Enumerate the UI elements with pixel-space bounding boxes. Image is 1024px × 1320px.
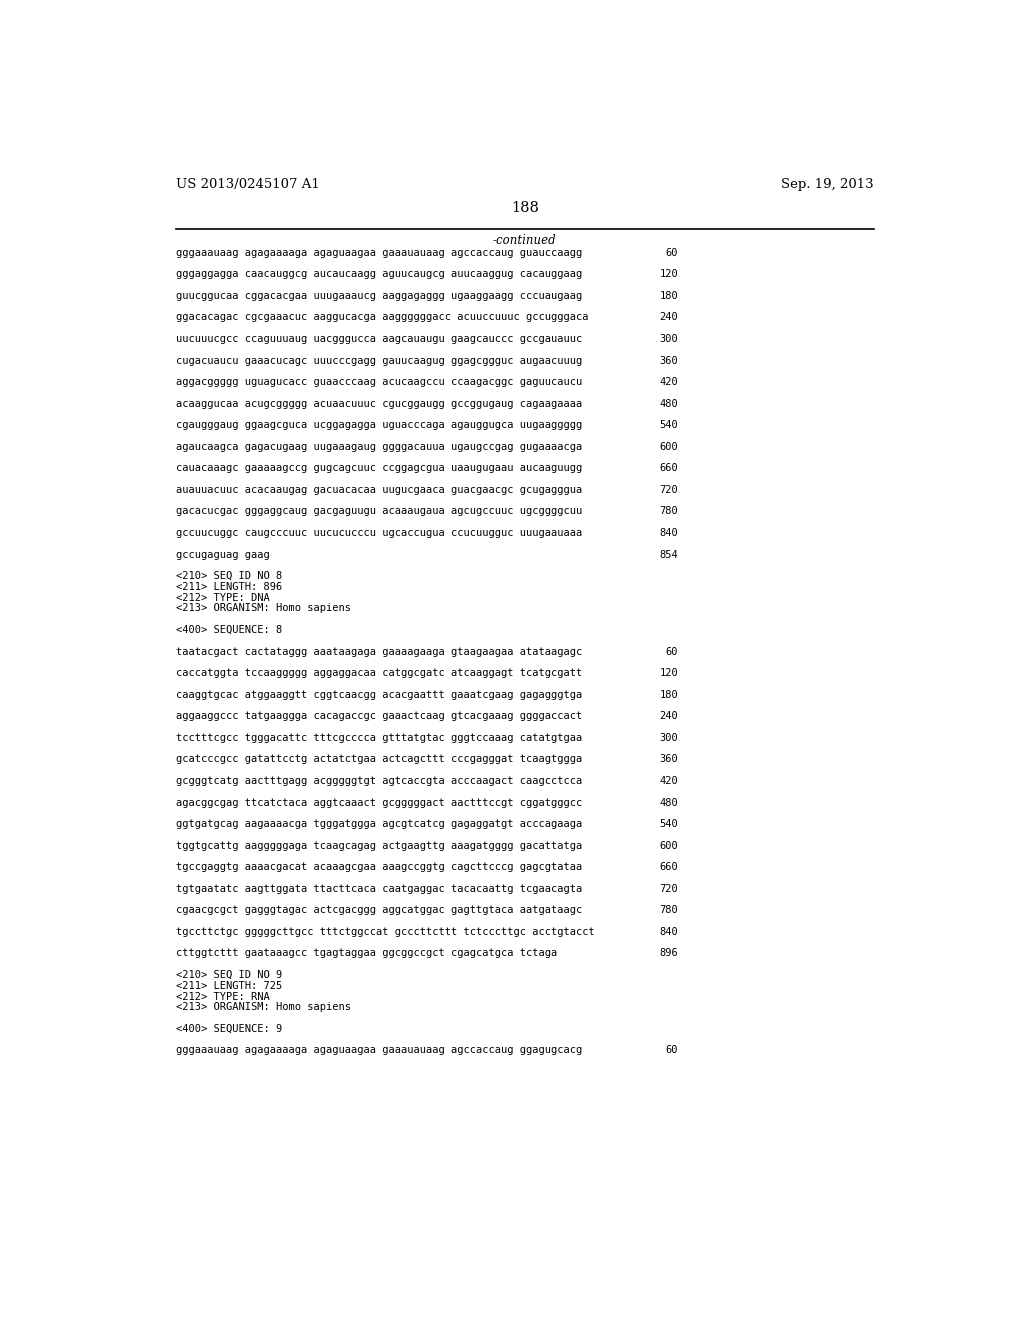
Text: 240: 240 xyxy=(659,313,678,322)
Text: 360: 360 xyxy=(659,755,678,764)
Text: gacacucgac gggaggcaug gacgaguugu acaaaugaua agcugccuuc ugcggggcuu: gacacucgac gggaggcaug gacgaguugu acaaaug… xyxy=(176,507,583,516)
Text: 660: 660 xyxy=(659,463,678,474)
Text: ggacacagac cgcgaaacuc aaggucacga aaggggggacc acuuccuuuc gccugggaca: ggacacagac cgcgaaacuc aaggucacga aaggggg… xyxy=(176,313,589,322)
Text: gggaaauaag agagaaaaga agaguaagaa gaaauauaag agccaccaug guauccaagg: gggaaauaag agagaaaaga agaguaagaa gaaauau… xyxy=(176,248,583,257)
Text: 60: 60 xyxy=(666,647,678,656)
Text: gcgggtcatg aactttgagg acgggggtgt agtcaccgta acccaagact caagcctcca: gcgggtcatg aactttgagg acgggggtgt agtcacc… xyxy=(176,776,583,785)
Text: gcatcccgcc gatattcctg actatctgaa actcagcttt cccgagggat tcaagtggga: gcatcccgcc gatattcctg actatctgaa actcagc… xyxy=(176,755,583,764)
Text: 120: 120 xyxy=(659,269,678,280)
Text: cttggtcttt gaataaagcc tgagtaggaa ggcggccgct cgagcatgca tctaga: cttggtcttt gaataaagcc tgagtaggaa ggcggcc… xyxy=(176,949,557,958)
Text: 480: 480 xyxy=(659,797,678,808)
Text: aggaaggccc tatgaaggga cacagaccgc gaaactcaag gtcacgaaag ggggaccact: aggaaggccc tatgaaggga cacagaccgc gaaactc… xyxy=(176,711,583,721)
Text: <210> SEQ ID NO 9: <210> SEQ ID NO 9 xyxy=(176,970,283,979)
Text: taatacgact cactataggg aaataagaga gaaaagaaga gtaagaagaa atataagagc: taatacgact cactataggg aaataagaga gaaaaga… xyxy=(176,647,583,656)
Text: 120: 120 xyxy=(659,668,678,678)
Text: 360: 360 xyxy=(659,355,678,366)
Text: US 2013/0245107 A1: US 2013/0245107 A1 xyxy=(176,178,319,190)
Text: 540: 540 xyxy=(659,420,678,430)
Text: 540: 540 xyxy=(659,818,678,829)
Text: uucuuucgcc ccaguuuaug uacgggucca aagcauaugu gaagcauccc gccgauauuc: uucuuucgcc ccaguuuaug uacgggucca aagcaua… xyxy=(176,334,583,345)
Text: gggaggagga caacauggcg aucaucaagg aguucaugcg auucaaggug cacauggaag: gggaggagga caacauggcg aucaucaagg aguucau… xyxy=(176,269,583,280)
Text: 480: 480 xyxy=(659,399,678,409)
Text: gggaaauaag agagaaaaga agaguaagaa gaaauauaag agccaccaug ggagugcacg: gggaaauaag agagaaaaga agaguaagaa gaaauau… xyxy=(176,1045,583,1056)
Text: tgtgaatatc aagttggata ttacttcaca caatgaggac tacacaattg tcgaacagta: tgtgaatatc aagttggata ttacttcaca caatgag… xyxy=(176,884,583,894)
Text: 600: 600 xyxy=(659,841,678,850)
Text: acaaggucaa acugcggggg acuaacuuuc cgucggaugg gccggugaug cagaagaaaa: acaaggucaa acugcggggg acuaacuuuc cgucgga… xyxy=(176,399,583,409)
Text: 420: 420 xyxy=(659,378,678,387)
Text: 840: 840 xyxy=(659,528,678,539)
Text: <210> SEQ ID NO 8: <210> SEQ ID NO 8 xyxy=(176,572,283,581)
Text: 60: 60 xyxy=(666,1045,678,1056)
Text: agacggcgag ttcatctaca aggtcaaact gcgggggact aactttccgt cggatgggcc: agacggcgag ttcatctaca aggtcaaact gcggggg… xyxy=(176,797,583,808)
Text: ggtgatgcag aagaaaacga tgggatggga agcgtcatcg gagaggatgt acccagaaga: ggtgatgcag aagaaaacga tgggatggga agcgtca… xyxy=(176,818,583,829)
Text: <213> ORGANISM: Homo sapiens: <213> ORGANISM: Homo sapiens xyxy=(176,603,351,614)
Text: 240: 240 xyxy=(659,711,678,721)
Text: 720: 720 xyxy=(659,884,678,894)
Text: 854: 854 xyxy=(659,549,678,560)
Text: tgccgaggtg aaaacgacat acaaagcgaa aaagccggtg cagcttcccg gagcgtataa: tgccgaggtg aaaacgacat acaaagcgaa aaagccg… xyxy=(176,862,583,873)
Text: <400> SEQUENCE: 8: <400> SEQUENCE: 8 xyxy=(176,626,283,635)
Text: <212> TYPE: RNA: <212> TYPE: RNA xyxy=(176,991,269,1002)
Text: cugacuaucu gaaacucagc uuucccgagg gauucaagug ggagcggguc augaacuuug: cugacuaucu gaaacucagc uuucccgagg gauucaa… xyxy=(176,355,583,366)
Text: cgaacgcgct gagggtagac actcgacggg aggcatggac gagttgtaca aatgataagc: cgaacgcgct gagggtagac actcgacggg aggcatg… xyxy=(176,906,583,915)
Text: 180: 180 xyxy=(659,689,678,700)
Text: Sep. 19, 2013: Sep. 19, 2013 xyxy=(781,178,873,190)
Text: tggtgcattg aagggggaga tcaagcagag actgaagttg aaagatgggg gacattatga: tggtgcattg aagggggaga tcaagcagag actgaag… xyxy=(176,841,583,850)
Text: cgaugggaug ggaagcguca ucggagagga uguacccaga agauggugca uugaaggggg: cgaugggaug ggaagcguca ucggagagga uguaccc… xyxy=(176,420,583,430)
Text: caaggtgcac atggaaggtt cggtcaacgg acacgaattt gaaatcgaag gagagggtga: caaggtgcac atggaaggtt cggtcaacgg acacgaa… xyxy=(176,689,583,700)
Text: 896: 896 xyxy=(659,949,678,958)
Text: cauacaaagc gaaaaagccg gugcagcuuc ccggagcgua uaaugugaau aucaaguugg: cauacaaagc gaaaaagccg gugcagcuuc ccggagc… xyxy=(176,463,583,474)
Text: 780: 780 xyxy=(659,906,678,915)
Text: gccugaguag gaag: gccugaguag gaag xyxy=(176,549,269,560)
Text: tcctttcgcc tgggacattc tttcgcccca gtttatgtac gggtccaaag catatgtgaa: tcctttcgcc tgggacattc tttcgcccca gtttatg… xyxy=(176,733,583,743)
Text: 60: 60 xyxy=(666,248,678,257)
Text: 840: 840 xyxy=(659,927,678,937)
Text: <213> ORGANISM: Homo sapiens: <213> ORGANISM: Homo sapiens xyxy=(176,1002,351,1012)
Text: caccatggta tccaaggggg aggaggacaa catggcgatc atcaaggagt tcatgcgatt: caccatggta tccaaggggg aggaggacaa catggcg… xyxy=(176,668,583,678)
Text: 600: 600 xyxy=(659,442,678,451)
Text: aggacggggg uguagucacc guaacccaag acucaagccu ccaagacggc gaguucaucu: aggacggggg uguagucacc guaacccaag acucaag… xyxy=(176,378,583,387)
Text: 420: 420 xyxy=(659,776,678,785)
Text: 188: 188 xyxy=(511,201,539,215)
Text: tgccttctgc gggggcttgcc tttctggccat gcccttcttt tctcccttgc acctgtacct: tgccttctgc gggggcttgcc tttctggccat gccct… xyxy=(176,927,595,937)
Text: auauuacuuc acacaaugag gacuacacaa uugucgaaca guacgaacgc gcugagggua: auauuacuuc acacaaugag gacuacacaa uugucga… xyxy=(176,484,583,495)
Text: 180: 180 xyxy=(659,290,678,301)
Text: 780: 780 xyxy=(659,507,678,516)
Text: 300: 300 xyxy=(659,334,678,345)
Text: <211> LENGTH: 896: <211> LENGTH: 896 xyxy=(176,582,283,591)
Text: -continued: -continued xyxy=(493,234,557,247)
Text: <212> TYPE: DNA: <212> TYPE: DNA xyxy=(176,593,269,603)
Text: 300: 300 xyxy=(659,733,678,743)
Text: agaucaagca gagacugaag uugaaagaug ggggacauua ugaugccgag gugaaaacga: agaucaagca gagacugaag uugaaagaug ggggaca… xyxy=(176,442,583,451)
Text: gccuucuggc caugcccuuc uucucucccu ugcaccugua ccucuugguc uuugaauaaa: gccuucuggc caugcccuuc uucucucccu ugcaccu… xyxy=(176,528,583,539)
Text: 660: 660 xyxy=(659,862,678,873)
Text: guucggucaa cggacacgaa uuugaaaucg aaggagaggg ugaaggaagg cccuaugaag: guucggucaa cggacacgaa uuugaaaucg aaggaga… xyxy=(176,290,583,301)
Text: 720: 720 xyxy=(659,484,678,495)
Text: <211> LENGTH: 725: <211> LENGTH: 725 xyxy=(176,981,283,991)
Text: <400> SEQUENCE: 9: <400> SEQUENCE: 9 xyxy=(176,1024,283,1034)
